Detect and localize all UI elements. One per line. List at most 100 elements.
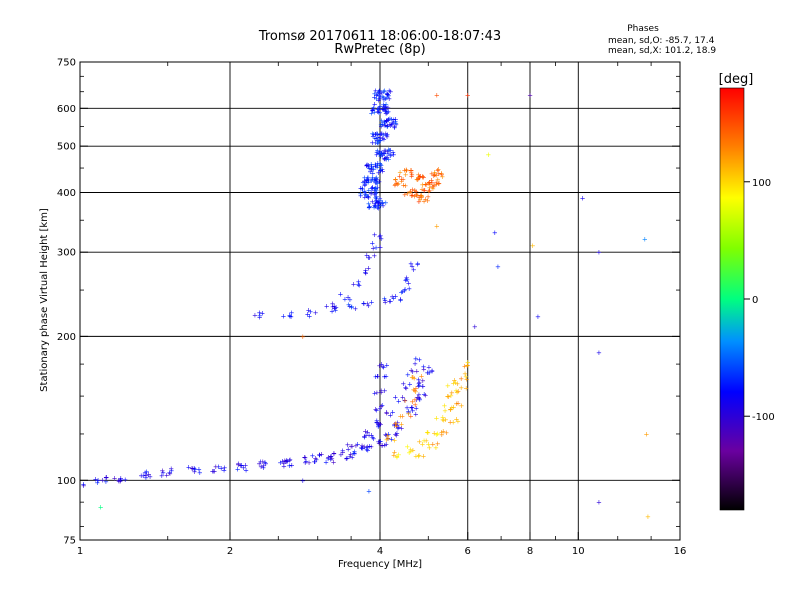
echo-point: + [386,87,392,95]
echo-point: + [359,442,365,450]
echo-point: + [391,422,397,430]
echo-point: + [421,391,427,399]
echo-point: + [374,184,380,192]
echo-point: + [374,193,380,201]
echo-point: + [403,276,409,284]
echo-point: + [434,91,440,99]
echo-point: + [425,369,431,377]
echo-point: + [418,192,424,200]
echo-point: + [212,468,218,476]
echo-point: + [404,443,410,451]
echo-point: + [393,421,399,429]
echo-point: + [429,179,435,187]
echo-point: + [260,462,266,470]
echo-point: + [439,171,445,179]
echo-point: + [375,373,381,381]
echo-point: + [384,133,390,141]
echo-point: + [284,456,290,464]
echo-point: + [369,165,375,173]
echo-point: + [197,469,203,477]
echo-point: + [413,410,419,418]
echo-point: + [287,311,293,319]
echo-point: + [393,422,399,430]
echo-point: + [81,480,87,488]
echo-point: + [367,168,373,176]
echo-point: + [435,166,441,174]
echo-point: + [406,280,412,288]
echo-point: + [415,453,421,461]
echo-point: + [383,101,389,109]
echo-point: + [416,395,422,403]
echo-point: + [384,410,390,418]
echo-point: + [379,442,385,450]
echo-point: + [415,171,421,179]
echo-point: + [345,441,351,449]
echo-point: + [398,289,404,297]
echo-point: + [402,397,408,405]
echo-point: + [375,134,381,142]
echo-point: + [313,309,319,317]
echo-point: + [409,403,415,411]
echo-point: + [368,190,374,198]
y-tick-label: 500 [57,142,76,153]
echo-point: + [429,176,435,184]
echo-point: + [381,363,387,371]
echo-point: + [378,161,384,169]
echo-point: + [373,197,379,205]
echo-point: + [412,396,418,404]
echo-point: + [441,402,447,410]
echo-point: + [391,452,397,460]
echo-point: + [386,92,392,100]
echo-point: + [426,179,432,187]
echo-point: + [472,323,478,331]
echo-point: + [374,95,380,103]
echo-point: + [429,367,435,375]
echo-point: + [453,400,459,408]
echo-point: + [378,167,384,175]
echo-point: + [373,184,379,192]
echo-point: + [379,130,385,138]
echo-point: + [338,451,344,459]
echo-point: + [364,251,370,259]
echo-point: + [103,474,109,482]
echo-point: + [375,202,381,210]
echo-point: + [374,147,380,155]
echo-point: + [381,150,387,158]
echo-point: + [384,131,390,139]
echo-point: + [377,93,383,101]
echo-point: + [403,182,409,190]
echo-point: + [144,468,150,476]
echo-point: + [331,304,337,312]
echo-point: + [451,377,457,385]
echo-point: + [406,409,412,417]
echo-point: + [279,457,285,465]
echo-point: + [392,124,398,132]
echo-point: + [377,232,383,240]
echo-point: + [385,122,391,130]
echo-point: + [361,432,367,440]
echo-point: + [371,435,377,443]
echo-point: + [393,118,399,126]
echo-point: + [383,132,389,140]
echo-point: + [380,105,386,113]
echo-point: + [366,163,372,171]
echo-point: + [361,300,367,308]
echo-point: + [383,154,389,162]
echo-point: + [325,455,331,463]
y-tick-label: 200 [57,332,76,343]
echo-point: + [364,161,370,169]
echo-point: + [380,134,386,142]
echo-point: + [383,431,389,439]
echo-point: + [331,450,337,458]
echo-point: + [408,447,414,455]
echo-point: + [400,394,406,402]
echo-point: + [289,309,295,317]
echo-point: + [286,462,292,470]
echo-point: + [374,130,380,138]
echo-point: + [408,169,414,177]
echo-point: + [375,179,381,187]
echo-point: + [373,175,379,183]
echo-point: + [433,444,439,452]
echo-point: + [215,463,221,471]
echo-point: + [398,412,404,420]
